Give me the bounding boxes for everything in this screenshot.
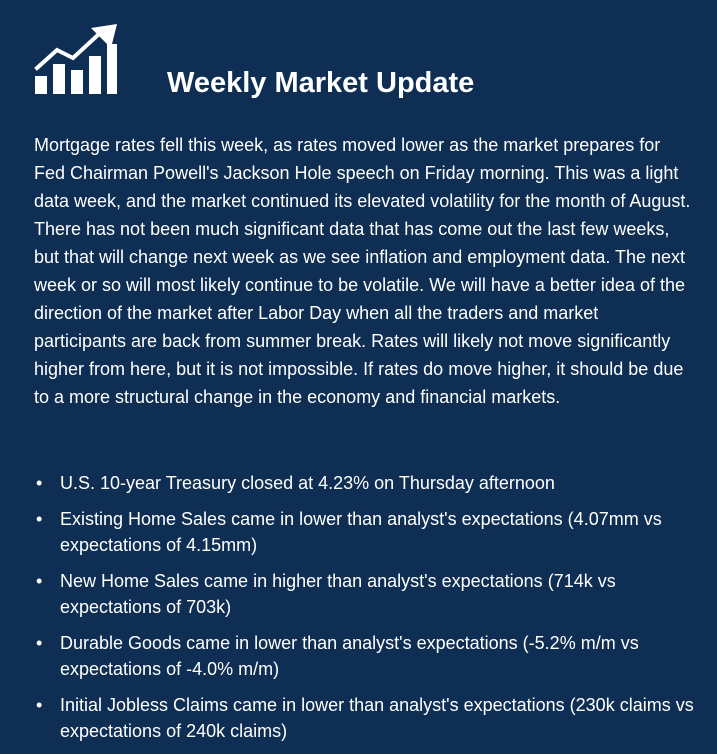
bullet-marker: • xyxy=(36,695,43,715)
bullet-marker: • xyxy=(36,473,43,493)
market-highlights-list: • U.S. 10-year Treasury closed at 4.23% … xyxy=(34,470,694,754)
list-item: • New Home Sales came in higher than ana… xyxy=(34,568,694,620)
list-item-text: Existing Home Sales came in lower than a… xyxy=(60,509,662,555)
list-item: • Initial Jobless Claims came in lower t… xyxy=(34,692,694,744)
list-item: • U.S. 10-year Treasury closed at 4.23% … xyxy=(34,470,694,496)
growth-chart-icon xyxy=(34,24,117,94)
bullet-marker: • xyxy=(36,509,43,529)
list-item-text: U.S. 10-year Treasury closed at 4.23% on… xyxy=(60,473,555,493)
list-item: • Durable Goods came in lower than analy… xyxy=(34,630,694,682)
header: Weekly Market Update xyxy=(0,0,717,120)
list-item: • Existing Home Sales came in lower than… xyxy=(34,506,694,558)
list-item-text: Initial Jobless Claims came in lower tha… xyxy=(60,695,694,741)
bullet-marker: • xyxy=(36,571,43,591)
page-title: Weekly Market Update xyxy=(167,67,475,99)
bullet-marker: • xyxy=(36,633,43,653)
intro-paragraph: Mortgage rates fell this week, as rates … xyxy=(34,135,691,407)
list-item-text: Durable Goods came in lower than analyst… xyxy=(60,633,639,679)
list-item-text: New Home Sales came in higher than analy… xyxy=(60,571,616,617)
